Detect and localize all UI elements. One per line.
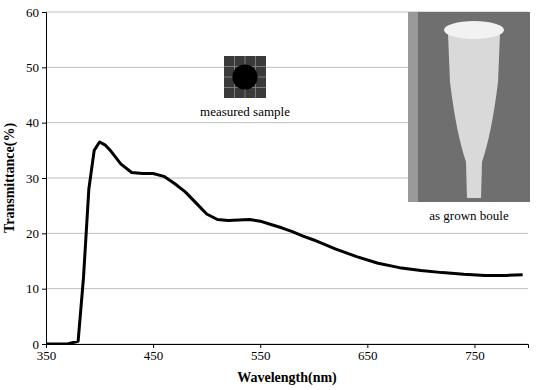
y-tick-label: 0 — [33, 337, 40, 352]
x-tick: 550 — [251, 344, 271, 363]
y-tick-mark — [42, 233, 46, 234]
chart: 350 450 550 650 750 0 10 20 30 40 50 60 measured sam… — [0, 0, 542, 390]
y-tick: 50 — [26, 60, 46, 75]
y-tick: 60 — [26, 5, 46, 20]
x-axis: 350 450 550 650 750 — [37, 344, 529, 363]
transmittance-line — [46, 142, 523, 344]
y-tick: 30 — [26, 171, 46, 186]
annotation-bg — [198, 103, 292, 120]
y-tick-label: 50 — [26, 60, 39, 75]
y-axis-line — [42, 13, 47, 345]
y-tick-label: 30 — [26, 171, 39, 186]
y-tick-label: 10 — [26, 281, 39, 296]
x-axis-title: Wavelength(nm) — [237, 370, 337, 386]
grid-line — [46, 288, 528, 289]
annotation: measured sample — [200, 104, 290, 119]
sample-disc — [232, 64, 257, 89]
x-tick-label: 650 — [358, 348, 378, 363]
y-axis-title: Transmittance(%) — [2, 123, 18, 233]
y-tick: 20 — [26, 226, 46, 241]
x-tick-label: 350 — [37, 348, 57, 363]
x-axis-line — [47, 345, 529, 349]
x-tick: 350 — [37, 344, 57, 363]
grid-line — [46, 233, 528, 234]
y-tick: 0 — [33, 337, 47, 352]
boule-photo — [408, 12, 530, 202]
x-tick: 750 — [465, 344, 485, 363]
annotation-bg — [427, 207, 511, 224]
y-axis: 0 10 20 30 40 50 60 — [26, 5, 47, 352]
y-tick-mark — [42, 67, 46, 68]
annotation: as grown boule — [429, 208, 509, 223]
y-tick-mark — [42, 344, 46, 345]
series — [46, 142, 523, 344]
y-tick: 40 — [26, 115, 46, 130]
x-tick-label: 450 — [144, 348, 164, 363]
ruler — [408, 12, 418, 202]
sample-photo — [224, 56, 266, 98]
x-tick: 650 — [358, 344, 378, 363]
x-tick-label: 750 — [465, 348, 485, 363]
y-tick: 10 — [26, 281, 46, 296]
x-tick: 450 — [144, 344, 164, 363]
y-tick-label: 20 — [26, 226, 39, 241]
boule-top — [444, 21, 504, 39]
boule — [448, 34, 500, 198]
y-tick-mark — [42, 178, 46, 179]
y-tick-label: 60 — [26, 5, 39, 20]
plot: 350 450 550 650 750 0 10 20 30 40 50 60 measured sam… — [26, 5, 530, 364]
x-tick-label: 550 — [251, 348, 271, 363]
y-tick-mark — [42, 123, 46, 124]
y-tick-mark — [42, 289, 46, 290]
y-tick-mark — [42, 12, 46, 13]
y-tick-label: 40 — [26, 115, 39, 130]
